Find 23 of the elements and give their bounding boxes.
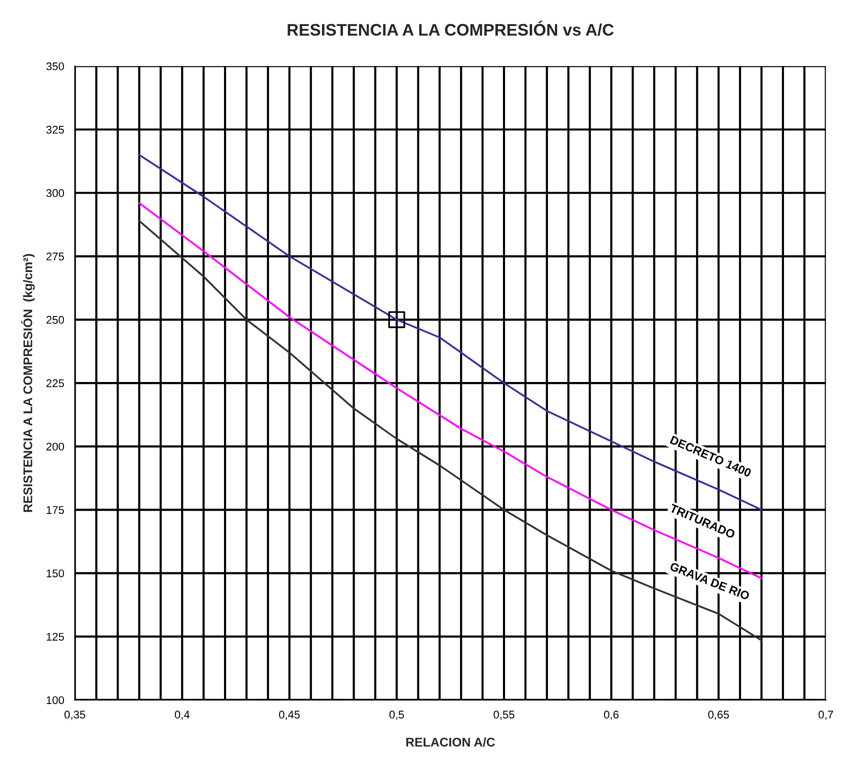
y-tick-label: 200 — [46, 442, 64, 451]
y-tick-label: 100 — [46, 696, 64, 704]
x-tick-label: 0,55 — [494, 710, 514, 720]
y-tick-label: 150 — [46, 569, 64, 578]
y-tick-label: 225 — [46, 379, 64, 388]
y-tick-label: 175 — [46, 506, 64, 514]
chart-title: RESISTENCIA A LA COMPRESIÓN vs A/C — [288, 20, 614, 36]
y-tick-label: 125 — [46, 632, 64, 641]
x-tick-label: 0,7 — [818, 710, 834, 720]
line-series — [138, 220, 762, 642]
y-tick-label: 250 — [46, 316, 64, 324]
x-tick-label: 0,35 — [64, 710, 86, 720]
y-axis-title: RESISTENCIA A LA COMPRESIÓN (kg/cm²) — [21, 254, 35, 512]
y-tick-label: 325 — [46, 126, 64, 134]
y-tick-label: 300 — [46, 189, 64, 198]
x-tick-label: 0,45 — [279, 710, 300, 720]
x-axis-title: RELACION A/C — [406, 737, 495, 747]
x-tick-label: 0,5 — [389, 710, 404, 720]
y-tick-label: 350 — [46, 62, 64, 70]
x-tick-label: 0,4 — [174, 710, 190, 720]
x-tick-label: 0,6 — [604, 710, 619, 720]
x-tick-label: 0,65 — [708, 710, 729, 720]
y-tick-label: 275 — [46, 252, 64, 260]
